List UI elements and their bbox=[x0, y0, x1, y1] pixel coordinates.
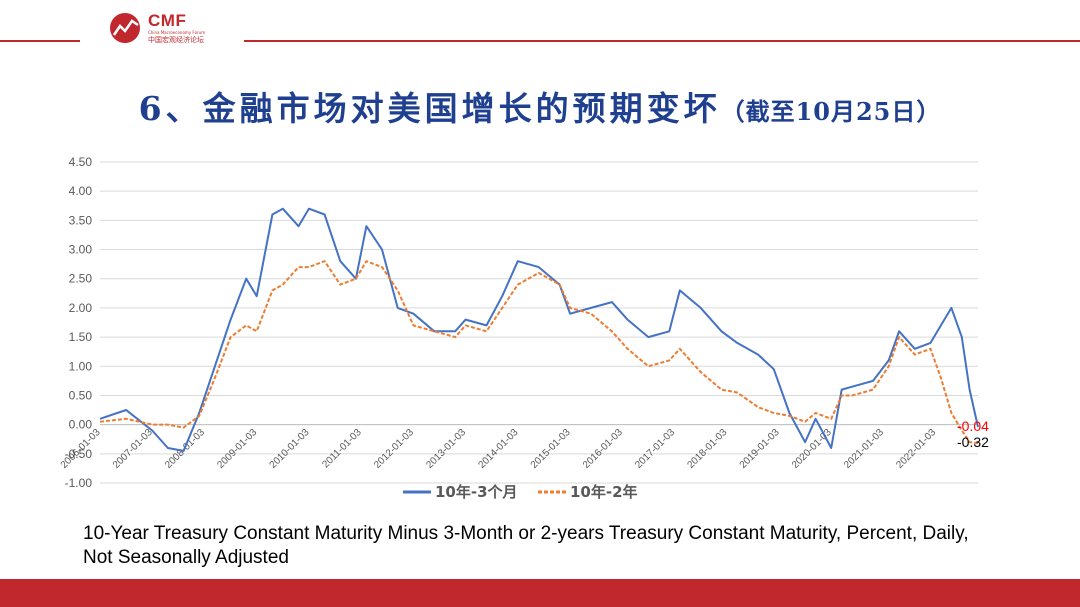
y-tick-label: 4.50 bbox=[69, 155, 93, 169]
chart-annotations: -0.04-0.32 bbox=[957, 418, 989, 450]
x-tick-label: 2012-01-03 bbox=[372, 427, 416, 471]
y-tick-label: 4.00 bbox=[69, 184, 93, 198]
yield-spread-chart: 4.50 4.00 3.50 3.00 2.50 2.00 1.50 1.00 0.50 0.00… bbox=[59, 155, 989, 501]
x-tick-label: 2007-01-03 bbox=[111, 427, 155, 471]
x-tick-label: 2016-01-03 bbox=[581, 427, 625, 471]
x-tick-label: 2015-01-03 bbox=[529, 427, 573, 471]
y-tick-label: 1.50 bbox=[69, 330, 93, 344]
logo-text: CMF bbox=[148, 11, 187, 30]
logo-cn-text: 中国宏观经济论坛 bbox=[148, 36, 204, 44]
x-tick-label: 2019-01-03 bbox=[738, 427, 782, 471]
annotation-last-value-series2: -0.32 bbox=[957, 434, 989, 450]
chart-series-lines bbox=[99, 207, 979, 452]
y-tick-label: 2.50 bbox=[69, 272, 93, 286]
header-rule-right bbox=[244, 40, 1080, 42]
x-tick-label: 2020-01-03 bbox=[790, 427, 834, 471]
y-tick-label: 3.00 bbox=[69, 243, 93, 257]
y-tick-label: 3.50 bbox=[69, 213, 93, 227]
x-tick-label: 2018-01-03 bbox=[685, 427, 729, 471]
cmf-logo: CMF China Macroeconomy Forum 中国宏观经济论坛 bbox=[108, 11, 238, 45]
legend-label-1: 10年-3个月 bbox=[435, 483, 518, 501]
y-tick-label: 1.00 bbox=[69, 359, 93, 373]
y-tick-label: -0.50 bbox=[65, 447, 93, 461]
series-line-1 bbox=[99, 207, 979, 452]
slide-title-main: 6、金融市场对美国增长的预期变坏 bbox=[138, 89, 721, 128]
x-tick-label: 2010-01-03 bbox=[268, 427, 312, 471]
chart-x-axis: 2006-01-03 2007-01-03 2008-01-03 2009-01-03… bbox=[59, 424, 978, 471]
x-tick-label: 2022-01-03 bbox=[894, 427, 938, 471]
x-tick-label: 2014-01-03 bbox=[477, 427, 521, 471]
x-tick-label: 2017-01-03 bbox=[633, 427, 677, 471]
footer-bar bbox=[0, 579, 1080, 607]
header-rule-left bbox=[0, 40, 80, 42]
y-tick-label: 0.00 bbox=[69, 418, 93, 432]
x-tick-label: 2011-01-03 bbox=[320, 427, 364, 471]
x-tick-label: 2021-01-03 bbox=[842, 427, 886, 471]
chart-y-axis: 4.50 4.00 3.50 3.00 2.50 2.00 1.50 1.00 0.50 0.00… bbox=[65, 155, 93, 490]
y-tick-label: -1.00 bbox=[65, 476, 93, 490]
slide-title: 6、金融市场对美国增长的预期变坏（截至10月25日） bbox=[0, 82, 1080, 130]
slide-title-note: （截至10月25日） bbox=[720, 97, 942, 126]
chart-caption: 10-Year Treasury Constant Maturity Minus… bbox=[83, 523, 969, 568]
x-tick-label: 2009-01-03 bbox=[215, 427, 259, 471]
annotation-last-value-series1: -0.04 bbox=[957, 418, 989, 434]
y-tick-label: 0.50 bbox=[69, 388, 93, 402]
chart-gridlines bbox=[100, 161, 978, 484]
chart-legend: 10年-3个月 10年-2年 bbox=[403, 483, 638, 501]
logo-subtitle: China Macroeconomy Forum bbox=[148, 30, 206, 35]
x-tick-label: 2013-01-03 bbox=[424, 427, 468, 471]
series-line-2 bbox=[99, 260, 979, 445]
y-tick-label: 2.00 bbox=[69, 301, 93, 315]
cmf-logo-mark-icon bbox=[110, 13, 140, 43]
legend-label-2: 10年-2年 bbox=[570, 483, 638, 501]
